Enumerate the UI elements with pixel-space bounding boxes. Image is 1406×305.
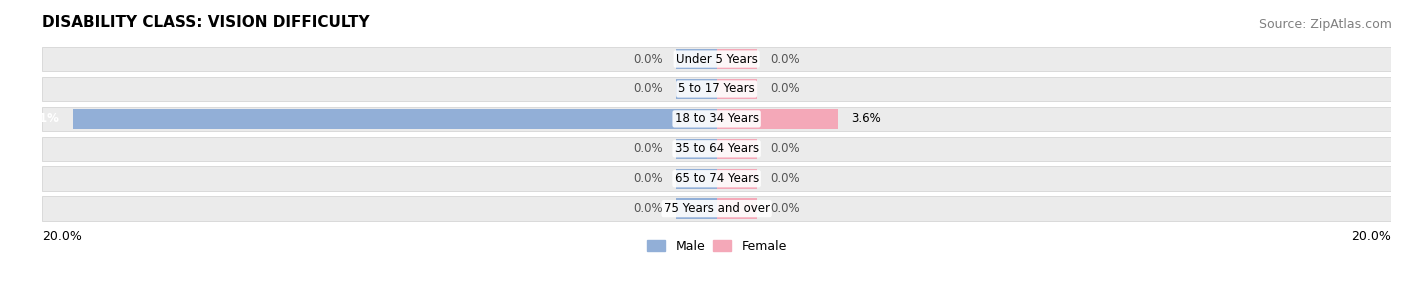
Text: 0.0%: 0.0% [633,142,662,155]
Bar [676,169,717,189]
Bar [717,139,756,159]
Bar [717,199,756,219]
Text: 19.1%: 19.1% [18,112,59,125]
Text: 5 to 17 Years: 5 to 17 Years [678,82,755,95]
Bar [42,196,1391,221]
Bar [676,139,717,159]
Text: 18 to 34 Years: 18 to 34 Years [675,112,759,125]
Text: 20.0%: 20.0% [42,230,82,243]
Bar [42,77,1391,101]
Bar [42,107,1391,131]
Legend: Male, Female: Male, Female [641,235,792,258]
Text: 0.0%: 0.0% [770,82,800,95]
Text: 65 to 74 Years: 65 to 74 Years [675,172,759,185]
Text: 0.0%: 0.0% [633,82,662,95]
Text: 0.0%: 0.0% [633,172,662,185]
Text: 35 to 64 Years: 35 to 64 Years [675,142,759,155]
Bar [42,167,1391,191]
Bar [676,49,717,69]
Bar [42,47,1391,71]
Bar [73,109,717,129]
Text: Source: ZipAtlas.com: Source: ZipAtlas.com [1258,18,1392,31]
Text: Under 5 Years: Under 5 Years [676,52,758,66]
Text: 20.0%: 20.0% [1351,230,1391,243]
Bar [42,137,1391,161]
Text: 0.0%: 0.0% [770,142,800,155]
Bar [717,109,838,129]
Text: 0.0%: 0.0% [633,202,662,215]
Bar [676,79,717,99]
Text: 0.0%: 0.0% [770,172,800,185]
Text: 0.0%: 0.0% [770,52,800,66]
Bar [676,199,717,219]
Text: 3.6%: 3.6% [852,112,882,125]
Bar [717,79,756,99]
Text: DISABILITY CLASS: VISION DIFFICULTY: DISABILITY CLASS: VISION DIFFICULTY [42,15,370,30]
Text: 0.0%: 0.0% [633,52,662,66]
Bar [717,49,756,69]
Bar [717,169,756,189]
Text: 0.0%: 0.0% [770,202,800,215]
Text: 75 Years and over: 75 Years and over [664,202,769,215]
